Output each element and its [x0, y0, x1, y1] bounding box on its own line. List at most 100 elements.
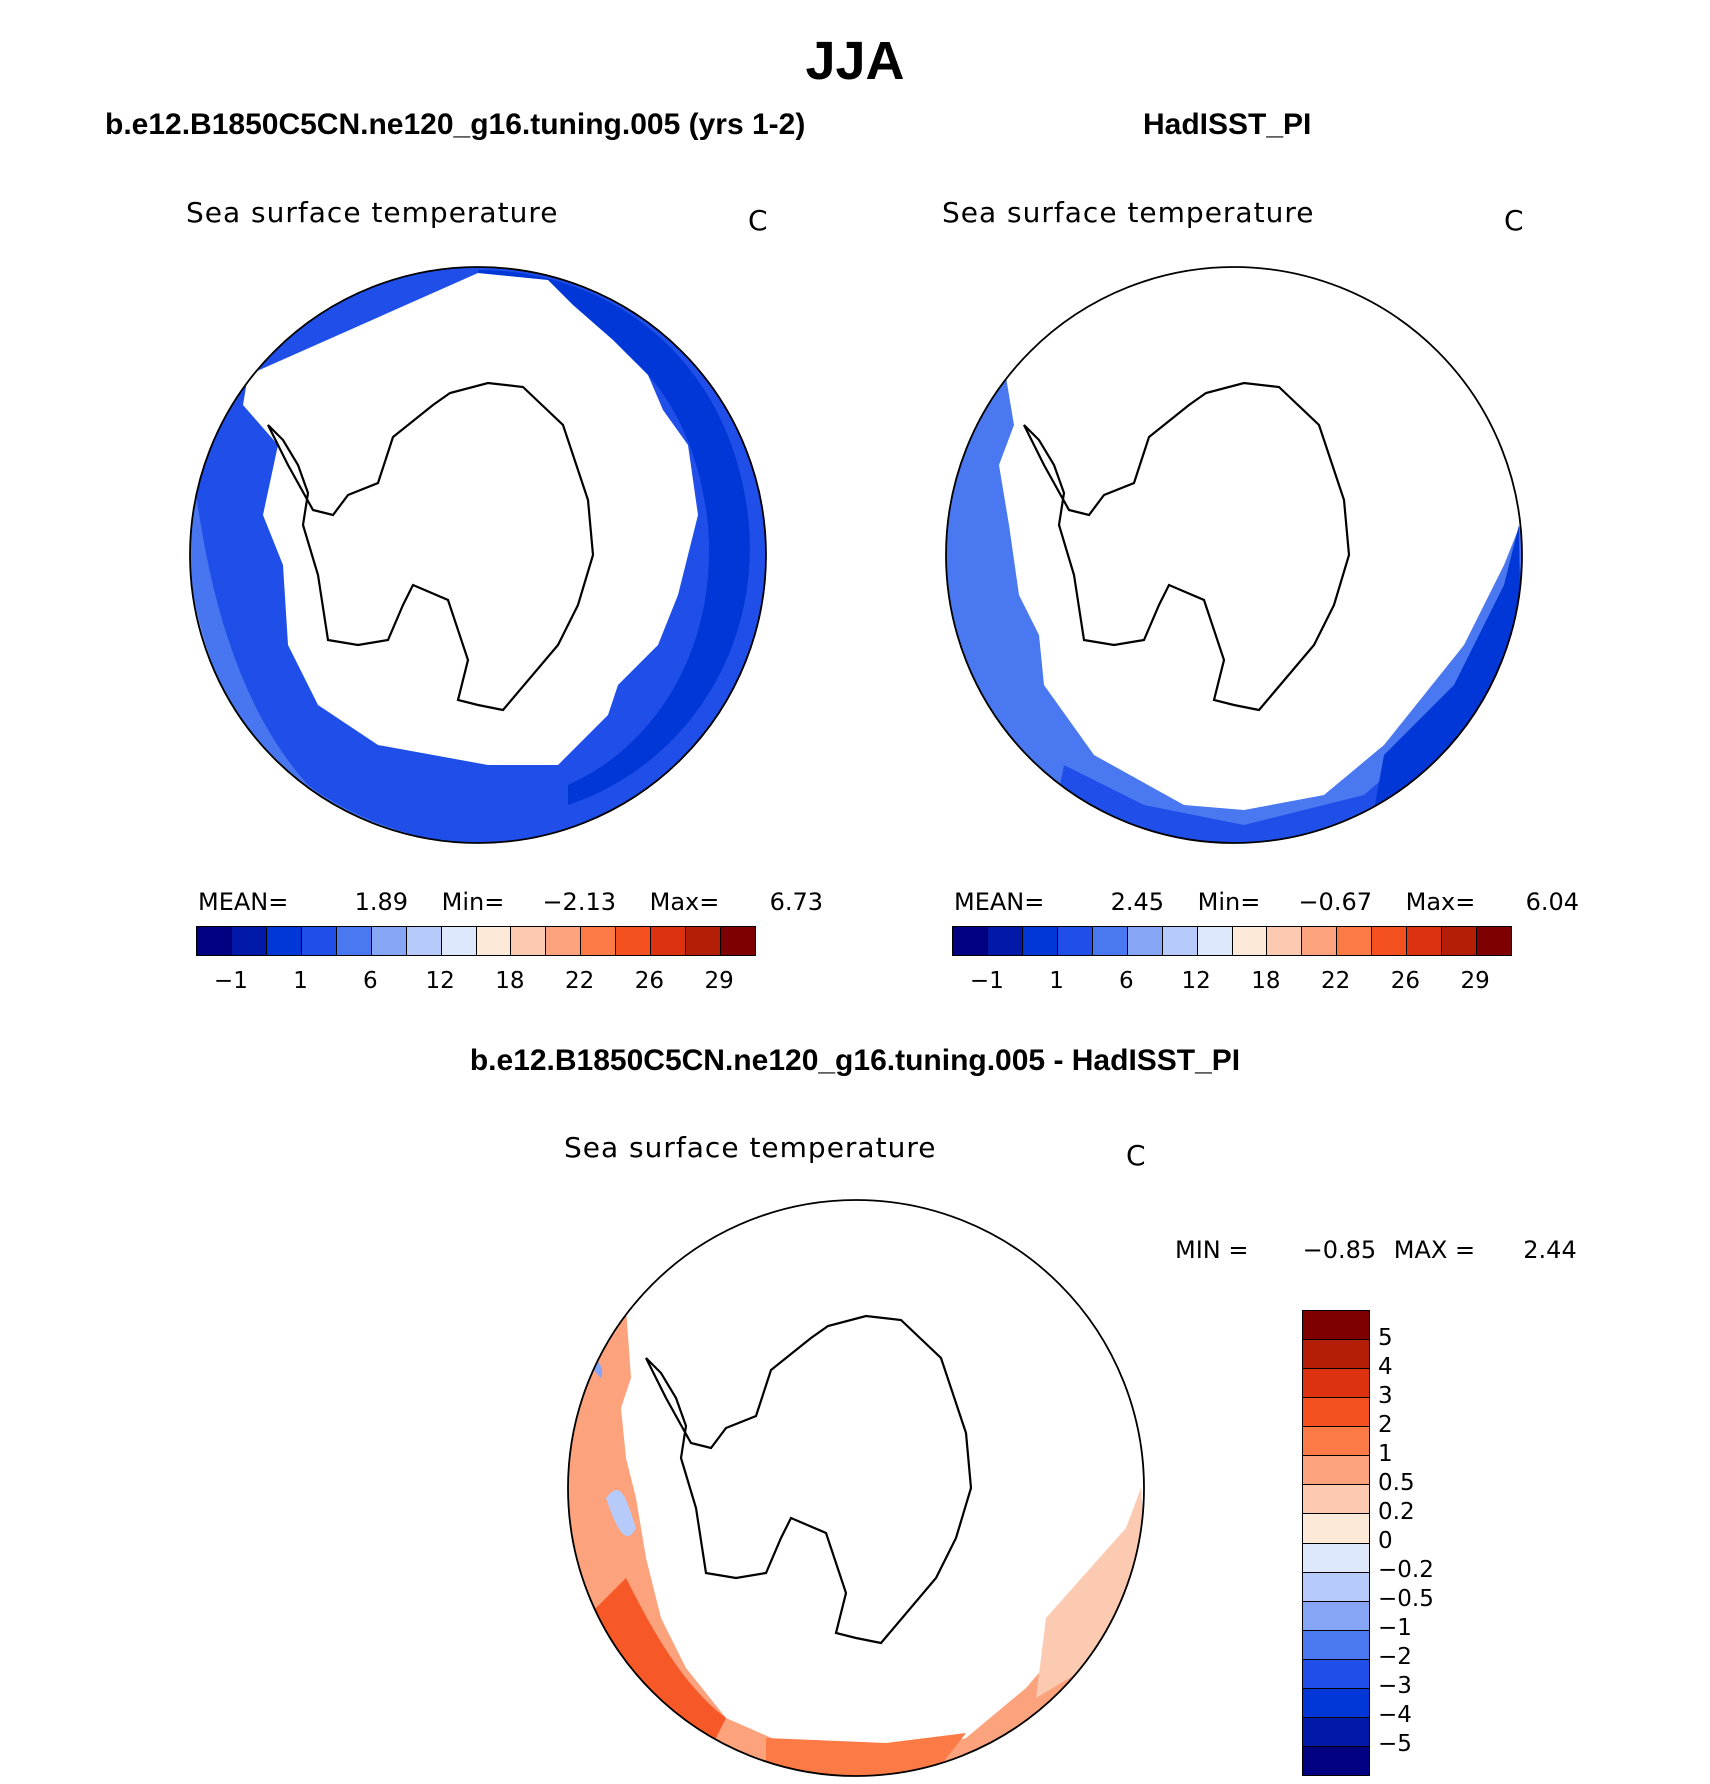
diff-variable-label: Sea surface temperature	[564, 1131, 937, 1164]
panel1-colorbar	[196, 926, 756, 956]
diff-colorbar-swatch	[1303, 1514, 1369, 1544]
panel1-colorbar-swatch	[616, 927, 652, 955]
panel2-colorbar-tick-label: 26	[1390, 968, 1421, 994]
panel2-colorbar-swatch	[1232, 927, 1268, 955]
panel1-colorbar-tick-label: 26	[634, 968, 665, 994]
diff-colorbar-swatch	[1303, 1427, 1369, 1457]
panel2-colorbar-swatch	[1302, 927, 1338, 955]
panel1-colorbar-swatch	[651, 927, 687, 955]
panel1-mean-label: MEAN=	[198, 888, 289, 916]
diff-colorbar-swatch	[1303, 1572, 1369, 1602]
diff-colorbar-swatch	[1303, 1746, 1369, 1775]
panel1-stats: MEAN= 1.89 Min= −2.13 Max= 6.73	[198, 888, 823, 916]
panel2-mean-value: 2.45	[1110, 888, 1164, 916]
diff-map-boundary	[567, 1199, 1145, 1777]
panel2-colorbar-tick-label: 22	[1320, 968, 1351, 994]
panel1-colorbar-swatch	[266, 927, 302, 955]
panel1-colorbar-tick-label: 12	[425, 968, 455, 994]
panel2-max-value: 6.04	[1525, 888, 1579, 916]
panel2-units-label: C	[1504, 204, 1524, 237]
panel1-mean-value: 1.89	[354, 888, 408, 916]
diff-colorbar-tick-label: −0.5	[1378, 1586, 1434, 1612]
diff-colorbar-tick-label: 1	[1378, 1441, 1393, 1467]
panel1-colorbar-labels: −1 1 6 12 18 22 26 29	[196, 968, 754, 998]
diff-max-label: MAX =	[1393, 1236, 1476, 1264]
panel1-colorbar-swatch	[686, 927, 722, 955]
panel2-map-boundary	[945, 266, 1523, 844]
panel2-colorbar-swatch	[1407, 927, 1443, 955]
figure-title: JJA	[805, 31, 905, 91]
panel2-colorbar-labels: −1 1 6 12 18 22 26 29	[952, 968, 1510, 998]
panel2-colorbar-tick-label: −1	[969, 968, 1004, 994]
panel2-max-label: Max=	[1405, 888, 1476, 916]
diff-colorbar-swatch	[1303, 1688, 1369, 1718]
diff-colorbar-swatch	[1303, 1485, 1369, 1515]
panel2-colorbar-swatch	[1057, 927, 1093, 955]
diff-colorbar-tick-label: 0.5	[1378, 1470, 1415, 1496]
panel2-colorbar-swatch	[1022, 927, 1058, 955]
panel1-colorbar-tick-label: −1	[213, 968, 248, 994]
panel1-colorbar-swatch	[476, 927, 512, 955]
panel2-colorbar-swatch	[953, 927, 988, 955]
panel1-case-title: b.e12.B1850C5CN.ne120_g16.tuning.005 (yr…	[105, 108, 806, 141]
panel2-colorbar-tick-label: 1	[1049, 968, 1064, 994]
panel2-colorbar-swatch	[1267, 927, 1303, 955]
diff-units-label: C	[1126, 1139, 1146, 1172]
diff-colorbar-swatch	[1303, 1456, 1369, 1486]
diff-colorbar-swatch	[1303, 1630, 1369, 1660]
diff-cool-anomaly	[606, 1489, 636, 1537]
panel1-colorbar-swatch	[441, 927, 477, 955]
panel1-variable-label: Sea surface temperature	[186, 196, 559, 229]
panel2-colorbar-swatch	[1477, 927, 1511, 955]
diff-colorbar-tick-label: 5	[1378, 1325, 1393, 1351]
panel2-colorbar-swatch	[1127, 927, 1163, 955]
diff-colorbar-tick-label: 3	[1378, 1383, 1393, 1409]
diff-colorbar-swatch	[1303, 1717, 1369, 1747]
diff-colorbar-tick-label: −4	[1378, 1702, 1412, 1728]
diff-colorbar-tick-label: 0.2	[1378, 1499, 1415, 1525]
panel1-colorbar-tick-label: 18	[495, 968, 525, 994]
diff-colorbar-tick-label: 0	[1378, 1528, 1393, 1554]
diff-colorbar-tick-label: −2	[1378, 1644, 1412, 1670]
diff-colorbar	[1302, 1310, 1370, 1776]
panel1-antarctica-coastline	[267, 381, 595, 712]
panel2-mean-label: MEAN=	[954, 888, 1045, 916]
diff-colorbar-tick-label: 2	[1378, 1412, 1393, 1438]
diff-antarctica-coastline	[645, 1314, 973, 1645]
panel2-colorbar-tick-label: 29	[1460, 968, 1490, 994]
panel2-colorbar-swatch	[1372, 927, 1408, 955]
panel1-colorbar-swatch	[371, 927, 407, 955]
panel1-max-label: Max=	[649, 888, 720, 916]
diff-max-value: 2.44	[1523, 1236, 1577, 1264]
panel2-stats: MEAN= 2.45 Min= −0.67 Max= 6.04	[954, 888, 1579, 916]
panel1-colorbar-swatch	[301, 927, 337, 955]
diff-colorbar-swatch	[1303, 1398, 1369, 1428]
panel1-max-value: 6.73	[769, 888, 823, 916]
panel2-antarctica-coastline	[1023, 381, 1351, 712]
panel2-min-value: −0.67	[1298, 888, 1372, 916]
panel1-colorbar-tick-label: 6	[363, 968, 378, 994]
panel2-colorbar-swatch	[1442, 927, 1478, 955]
panel1-sea-ice-mask	[243, 273, 698, 765]
panel2-colorbar	[952, 926, 1512, 956]
diff-min-label: MIN =	[1175, 1236, 1249, 1264]
panel1-colorbar-swatch	[721, 927, 755, 955]
panel2-colorbar-swatch	[1197, 927, 1233, 955]
panel1-colorbar-swatch	[581, 927, 617, 955]
diff-colorbar-tick-label: 4	[1378, 1354, 1393, 1380]
diff-colorbar-swatch	[1303, 1659, 1369, 1689]
panel1-min-label: Min=	[441, 888, 505, 916]
panel2-case-title: HadISST_PI	[1143, 108, 1312, 141]
panel2-colorbar-swatch	[987, 927, 1023, 955]
panel2-colorbar-tick-label: 6	[1119, 968, 1134, 994]
diff-colorbar-tick-label: −1	[1378, 1615, 1412, 1641]
panel1-colorbar-swatch	[511, 927, 547, 955]
panel2-colorbar-swatch	[1337, 927, 1373, 955]
diff-colorbar-swatch	[1303, 1311, 1369, 1341]
diff-min-value: −0.85	[1302, 1236, 1377, 1264]
panel1-colorbar-swatch	[197, 927, 232, 955]
diff-colorbar-tick-label: −5	[1378, 1731, 1412, 1757]
panel1-colorbar-swatch	[406, 927, 442, 955]
panel1-colorbar-swatch	[336, 927, 372, 955]
panel1-polar-map	[189, 266, 767, 844]
